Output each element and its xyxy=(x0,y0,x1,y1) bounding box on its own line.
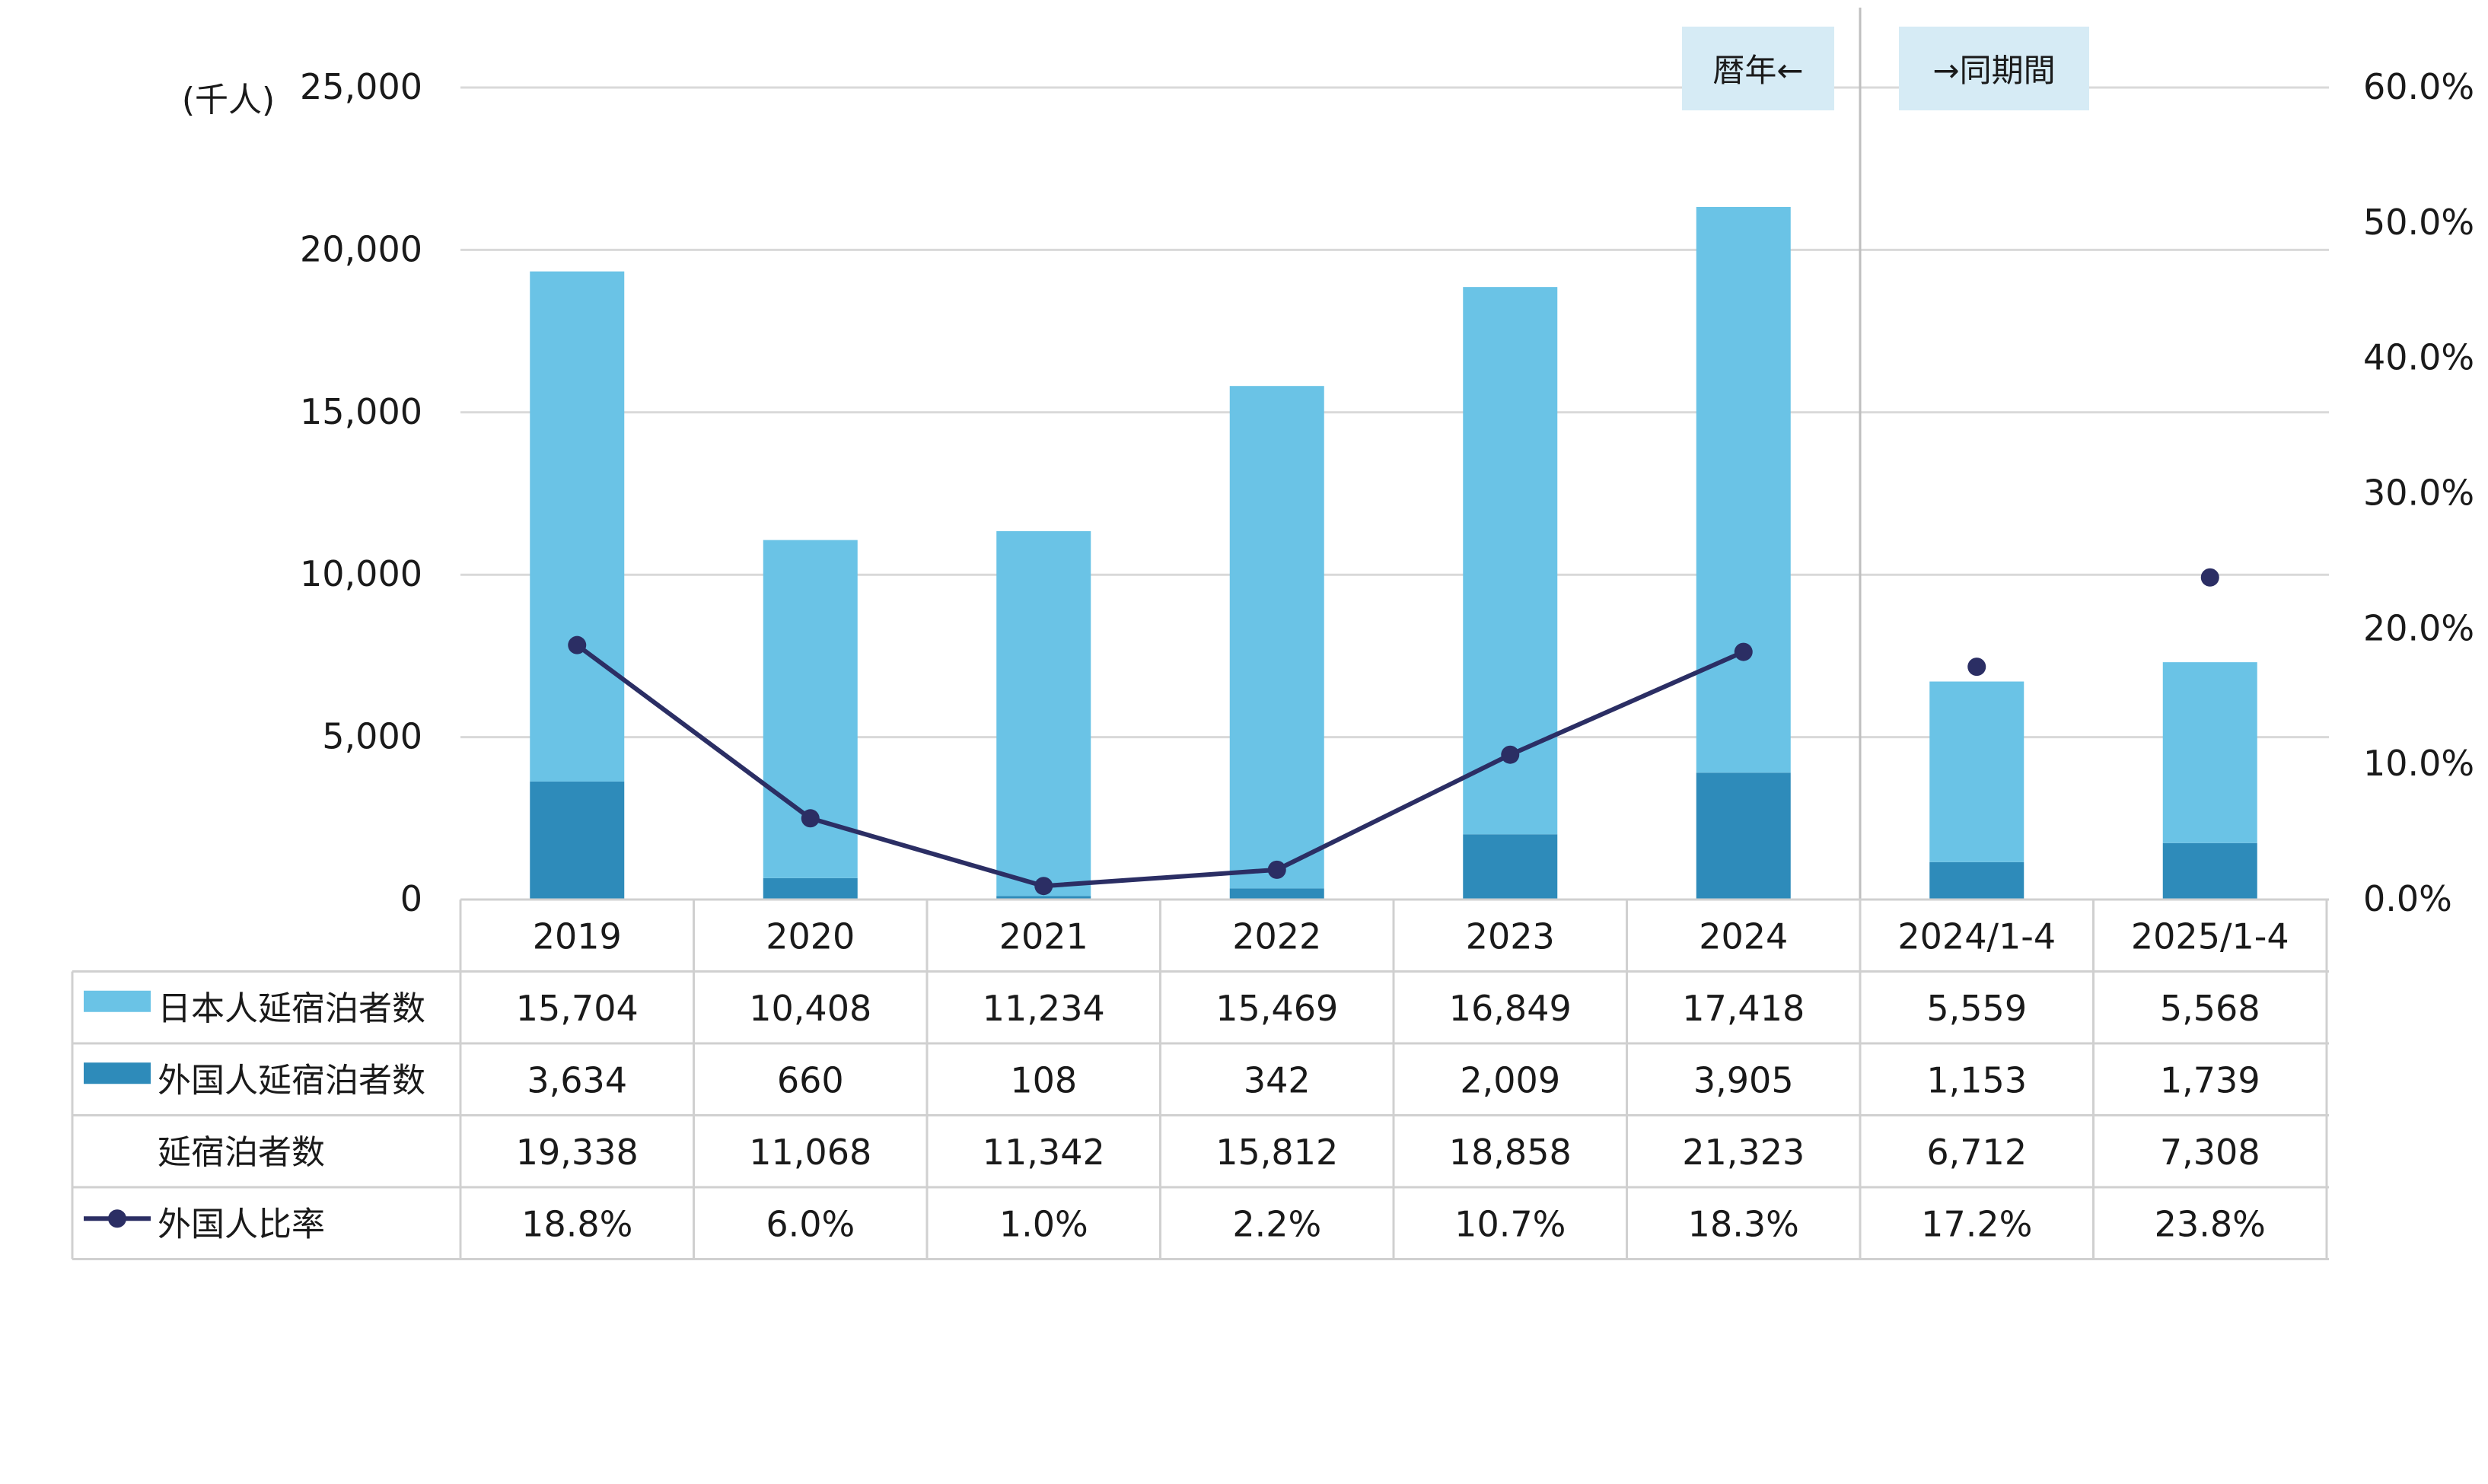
data-label: 1,153 xyxy=(1926,1059,2027,1100)
x-tick-label: 2022 xyxy=(1232,916,1321,957)
legend-marker xyxy=(108,1209,126,1228)
y-left-tick-label: 0 xyxy=(400,878,422,919)
data-label: 15,812 xyxy=(1215,1132,1338,1173)
gridlines xyxy=(460,8,2329,959)
data-label: 19,338 xyxy=(516,1132,639,1173)
ratio-line xyxy=(568,568,2219,896)
series-name: 延宿泊者数 xyxy=(158,1133,325,1172)
annotation-label: 暦年← xyxy=(1712,52,1803,89)
data-label: 3,905 xyxy=(1693,1059,1794,1100)
y-left-tick-label: 15,000 xyxy=(300,391,422,432)
data-label: 660 xyxy=(777,1059,844,1100)
annotations: 暦年← →同期間 xyxy=(1682,27,2089,110)
y-right-tick-label: 0.0% xyxy=(2363,878,2452,919)
data-table: 2019 2020 2021 2022 2023 2024 2024/1-4 2025/1-4… xyxy=(71,898,2329,1260)
annotation-label: →同期間 xyxy=(1932,52,2055,89)
data-label: 5,559 xyxy=(1926,988,2027,1029)
data-label: 23.8% xyxy=(2155,1203,2266,1244)
bar-foreign xyxy=(1929,861,2024,900)
annotation-box xyxy=(1682,27,1834,110)
ratio-point xyxy=(1034,877,1053,896)
ratio-point xyxy=(1501,745,1520,764)
bar-foreign xyxy=(2162,842,2257,900)
axes: 0 5,000 10,000 15,000 20,000 25,000 0.0% 10.0% 2… xyxy=(300,66,2474,919)
ratio-point xyxy=(568,635,587,654)
x-tick-label: 2019 xyxy=(533,916,622,957)
bar-foreign xyxy=(530,781,625,900)
x-tick-label: 2024 xyxy=(1699,916,1788,957)
data-label: 11,234 xyxy=(983,988,1105,1029)
x-tick-label: 2023 xyxy=(1466,916,1555,957)
y-left-tick-label: 5,000 xyxy=(322,716,422,757)
x-tick-label: 2024/1-4 xyxy=(1897,916,2056,957)
data-label: 342 xyxy=(1244,1059,1311,1100)
bar-foreign xyxy=(1463,834,1558,900)
data-label: 1,739 xyxy=(2160,1059,2260,1100)
y-right-tick-label: 10.0% xyxy=(2363,743,2474,784)
x-tick-label: 2025/1-4 xyxy=(2131,916,2289,957)
data-label: 16,849 xyxy=(1449,988,1572,1029)
y-left-tick-label: 10,000 xyxy=(300,553,422,594)
data-label: 2,009 xyxy=(1460,1059,1560,1100)
unit-label: (千人) xyxy=(182,81,275,119)
ratio-point xyxy=(1734,642,1753,661)
ratio-point xyxy=(1967,658,1986,677)
x-tick-label: 2021 xyxy=(999,916,1088,957)
y-right-tick-label: 30.0% xyxy=(2363,473,2474,514)
data-label: 18.3% xyxy=(1688,1203,1799,1244)
y-right-tick-label: 50.0% xyxy=(2363,202,2474,243)
bar-foreign xyxy=(996,896,1091,900)
ratio-point xyxy=(1267,860,1286,879)
bar-foreign xyxy=(1229,888,1324,900)
data-label: 15,469 xyxy=(1215,988,1338,1029)
series-name: 日本人延宿泊者数 xyxy=(158,989,425,1028)
bar-japanese xyxy=(996,530,1091,896)
data-label: 17.2% xyxy=(1921,1203,2032,1244)
data-label: 3,634 xyxy=(527,1059,627,1100)
data-label: 7,308 xyxy=(2160,1132,2260,1173)
data-label: 18,858 xyxy=(1449,1132,1572,1173)
y-right-tick-label: 20.0% xyxy=(2363,607,2474,648)
data-label: 6,712 xyxy=(1926,1132,2027,1173)
bar-japanese xyxy=(1929,681,2024,862)
data-label: 108 xyxy=(1010,1059,1077,1100)
y-right-tick-label: 40.0% xyxy=(2363,337,2474,378)
bars xyxy=(530,206,2257,900)
y-left-tick-label: 20,000 xyxy=(300,228,422,269)
data-label: 17,418 xyxy=(1682,988,1805,1029)
bar-japanese xyxy=(2162,662,2257,843)
ratio-point xyxy=(801,809,820,828)
bar-japanese xyxy=(1696,206,1791,773)
bar-japanese xyxy=(530,271,625,782)
data-label: 21,323 xyxy=(1682,1132,1805,1173)
ratio-line-path xyxy=(575,643,1744,889)
data-label: 11,342 xyxy=(983,1132,1105,1173)
bar-japanese xyxy=(1229,386,1324,889)
x-tick-label: 2020 xyxy=(766,916,855,957)
data-label: 10,408 xyxy=(749,988,871,1029)
series-name: 外国人延宿泊者数 xyxy=(158,1061,425,1100)
data-label: 18.8% xyxy=(521,1203,632,1244)
bar-foreign xyxy=(1696,772,1791,900)
data-label: 15,704 xyxy=(516,988,639,1029)
data-label: 6.0% xyxy=(766,1203,855,1244)
ratio-point xyxy=(2200,568,2219,587)
data-label: 2.2% xyxy=(1232,1203,1321,1244)
data-label: 1.0% xyxy=(999,1203,1088,1244)
y-right-tick-label: 60.0% xyxy=(2363,66,2474,107)
data-label: 11,068 xyxy=(749,1132,871,1173)
series-name: 外国人比率 xyxy=(158,1205,325,1244)
data-label: 10.7% xyxy=(1454,1203,1566,1244)
annotation-box xyxy=(1899,27,2089,110)
data-label: 5,568 xyxy=(2160,988,2260,1029)
legend-swatch xyxy=(84,990,151,1012)
legend-swatch xyxy=(84,1062,151,1084)
bar-foreign xyxy=(763,877,858,900)
y-left-tick-label: 25,000 xyxy=(300,66,422,107)
